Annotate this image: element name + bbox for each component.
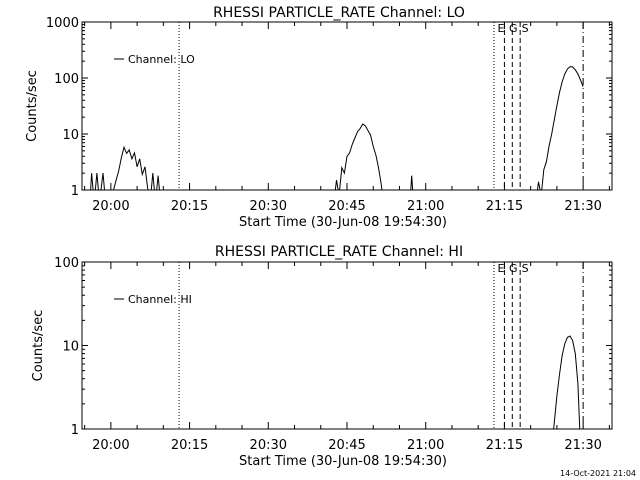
x-tick-label: 20:00 bbox=[92, 199, 129, 214]
chart-panel-hi: RHESSI PARTICLE_RATE Channel: HI 1 10 100 20… bbox=[31, 244, 613, 469]
plot-frame bbox=[81, 21, 613, 191]
chart-panel-lo: RHESSI PARTICLE_RATE Channel: LO 1 10 100 10… bbox=[25, 5, 613, 230]
annotation-s: S bbox=[522, 262, 529, 275]
x-tick-label: 21:00 bbox=[407, 199, 444, 214]
chart-title: RHESSI PARTICLE_RATE Channel: HI bbox=[215, 244, 463, 260]
y-tick-label: 100 bbox=[54, 72, 79, 87]
x-axis-label: Start Time (30-Jun-08 19:54:30) bbox=[239, 215, 447, 230]
y-axis-label: Counts/sec bbox=[25, 70, 40, 142]
x-tick-label: 21:15 bbox=[486, 199, 523, 214]
legend-label: Channel: HI bbox=[128, 293, 192, 306]
x-tick-label: 20:15 bbox=[171, 199, 208, 214]
chart-title: RHESSI PARTICLE_RATE Channel: LO bbox=[213, 5, 465, 21]
x-tick-label: 21:15 bbox=[486, 438, 523, 453]
x-tick-label: 20:45 bbox=[328, 199, 365, 214]
series-line bbox=[553, 335, 581, 429]
x-tick-label: 20:45 bbox=[328, 438, 365, 453]
x-tick-label: 21:30 bbox=[564, 438, 601, 453]
x-tick-label: 20:30 bbox=[250, 199, 287, 214]
annotation-e: E bbox=[497, 262, 504, 275]
y-axis-label: Counts/sec bbox=[31, 310, 46, 382]
annotation-g: G bbox=[509, 22, 518, 35]
x-tick-label: 21:30 bbox=[564, 199, 601, 214]
x-tick-label: 20:15 bbox=[171, 438, 208, 453]
x-axis-label: Start Time (30-Jun-08 19:54:30) bbox=[239, 454, 447, 469]
annotation-g: G bbox=[509, 262, 518, 275]
annotation-s: S bbox=[522, 22, 529, 35]
plot-frame bbox=[81, 261, 613, 430]
y-tick-label: 1 bbox=[71, 423, 79, 438]
y-tick-label: 10 bbox=[62, 340, 79, 355]
y-tick-label: 1 bbox=[71, 184, 79, 199]
x-tick-label: 21:00 bbox=[407, 438, 444, 453]
x-tick-label: 20:00 bbox=[92, 438, 129, 453]
y-tick-label: 10 bbox=[62, 128, 79, 143]
x-tick-label: 20:30 bbox=[250, 438, 287, 453]
annotation-e: E bbox=[497, 22, 504, 35]
y-tick-label: 1000 bbox=[46, 16, 79, 31]
series-line bbox=[83, 66, 584, 190]
footer-timestamp: 14-Oct-2021 21:04 bbox=[560, 469, 636, 478]
legend-label: Channel: LO bbox=[128, 53, 195, 66]
y-tick-label: 100 bbox=[54, 256, 79, 271]
